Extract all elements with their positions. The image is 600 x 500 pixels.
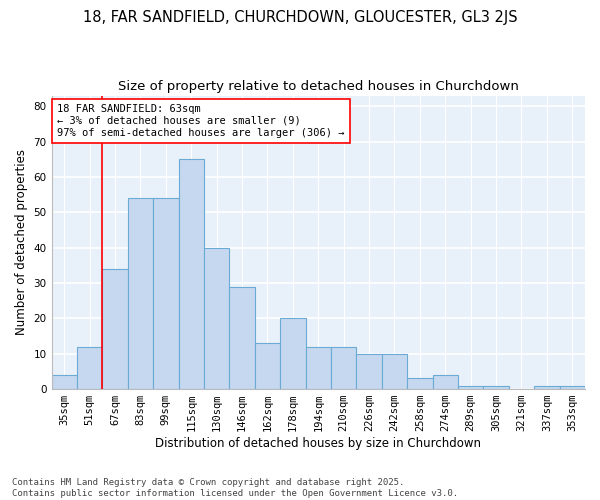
Bar (153, 198, 179, 389)
Bar (229, 286, 255, 389)
Bar (407, 378, 433, 389)
Bar (331, 346, 356, 389)
Text: 18, FAR SANDFIELD, CHURCHDOWN, GLOUCESTER, GL3 2JS: 18, FAR SANDFIELD, CHURCHDOWN, GLOUCESTE… (83, 10, 517, 25)
Bar (103, 269, 128, 389)
Title: Size of property relative to detached houses in Churchdown: Size of property relative to detached ho… (118, 80, 519, 93)
Y-axis label: Number of detached properties: Number of detached properties (15, 150, 28, 336)
Bar (356, 354, 382, 389)
Bar (484, 386, 509, 389)
Bar (534, 386, 560, 389)
Bar (433, 375, 458, 389)
X-axis label: Distribution of detached houses by size in Churchdown: Distribution of detached houses by size … (155, 437, 481, 450)
Bar (179, 159, 204, 389)
Text: Contains HM Land Registry data © Crown copyright and database right 2025.
Contai: Contains HM Land Registry data © Crown c… (12, 478, 458, 498)
Text: 18 FAR SANDFIELD: 63sqm
← 3% of detached houses are smaller (9)
97% of semi-deta: 18 FAR SANDFIELD: 63sqm ← 3% of detached… (57, 104, 344, 138)
Bar (280, 318, 305, 389)
Bar (382, 354, 407, 389)
Bar (77, 346, 103, 389)
Bar (52, 375, 77, 389)
Bar (128, 198, 153, 389)
Bar (255, 343, 280, 389)
Bar (458, 386, 484, 389)
Bar (204, 248, 229, 389)
Bar (560, 386, 585, 389)
Bar (305, 346, 331, 389)
